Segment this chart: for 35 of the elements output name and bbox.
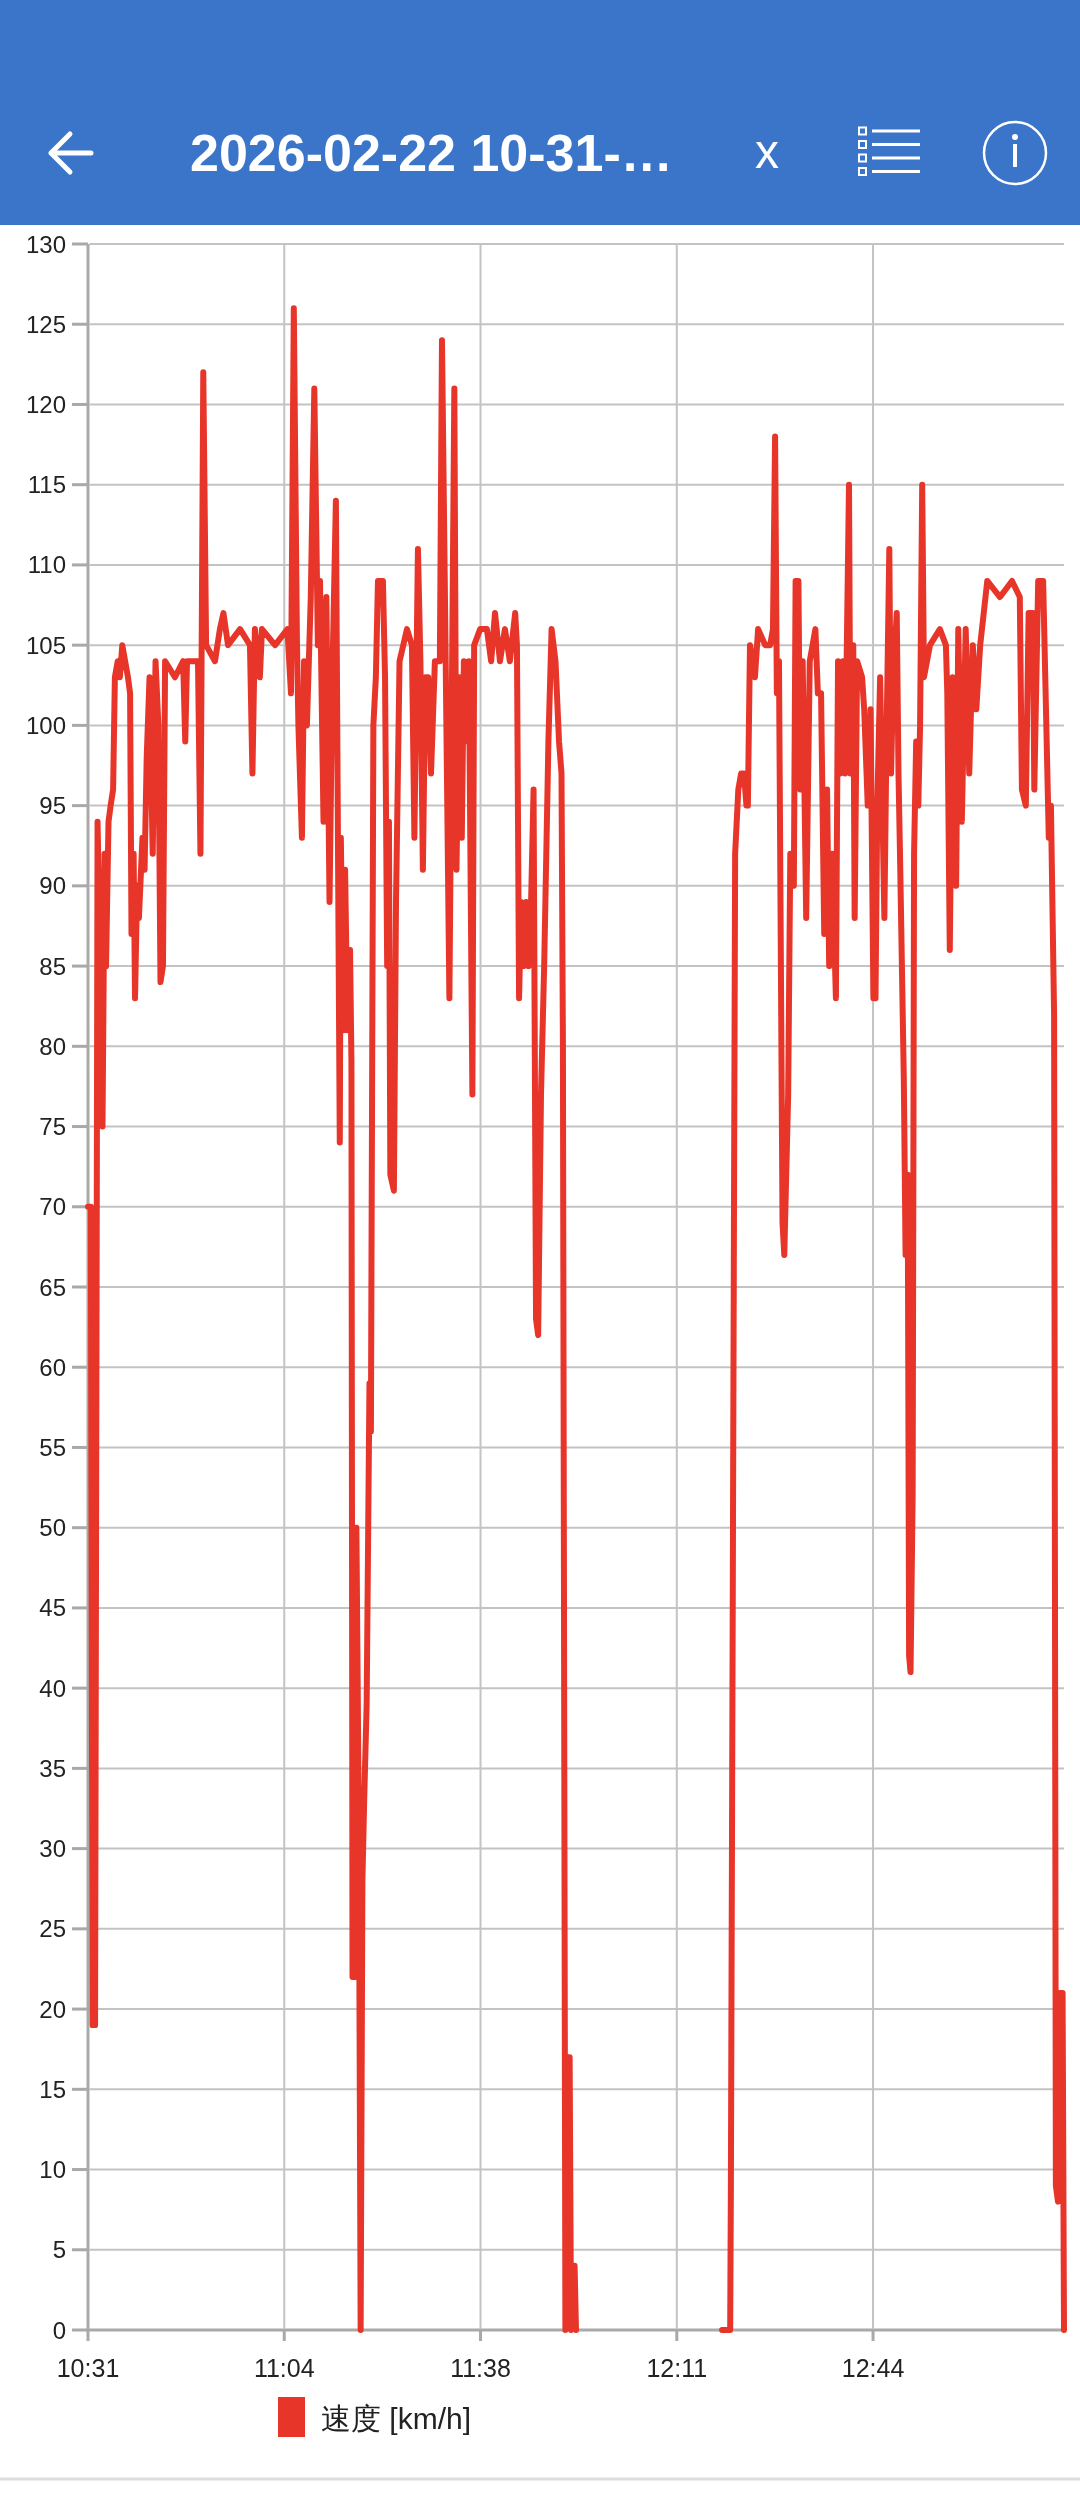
y-tick-label: 80	[39, 1032, 66, 1060]
y-tick-label: 45	[39, 1594, 66, 1622]
y-tick-label: 40	[39, 1674, 66, 1702]
y-tick-label: 50	[39, 1514, 66, 1542]
legend-label: 速度 [km/h]	[321, 2402, 472, 2435]
y-tick-label: 105	[25, 631, 66, 659]
y-tick-label: 110	[27, 551, 66, 579]
y-tick-label: 20	[39, 1995, 66, 2023]
x-tick-label: 11:38	[450, 2354, 511, 2382]
y-tick-label: 55	[39, 1433, 66, 1461]
y-tick-label: 5	[52, 2236, 66, 2264]
text: x	[755, 125, 779, 178]
y-tick-label: 25	[39, 1915, 66, 1943]
x-tick-label: 10:31	[56, 2354, 120, 2382]
y-tick-label: 125	[25, 310, 66, 338]
y-tick-label: 95	[39, 792, 66, 820]
y-tick-label: 130	[25, 230, 66, 258]
y-tick-label: 75	[39, 1113, 66, 1141]
y-tick-label: 90	[39, 872, 66, 900]
y-tick-label: 10	[39, 2156, 66, 2184]
y-tick-label: 115	[27, 471, 66, 499]
y-tick-label: 85	[39, 952, 66, 980]
x-tick-label: 11:04	[253, 2354, 315, 2382]
y-tick-label: 15	[39, 2075, 66, 2103]
x-tick-label: 12:11	[646, 2354, 708, 2382]
x-tick-label: 12:44	[841, 2354, 905, 2382]
y-tick-label: 35	[39, 1754, 66, 1782]
y-tick-label: 100	[25, 711, 66, 739]
y-tick-label: 70	[39, 1193, 66, 1221]
y-tick-label: 60	[39, 1353, 66, 1381]
y-tick-label: 0	[52, 2316, 66, 2344]
y-tick-label: 120	[25, 390, 66, 418]
y-tick-label: 30	[39, 1835, 66, 1863]
y-tick-label: 65	[39, 1273, 66, 1301]
chart-title: 2026-02-22 10-31-…	[190, 124, 673, 182]
